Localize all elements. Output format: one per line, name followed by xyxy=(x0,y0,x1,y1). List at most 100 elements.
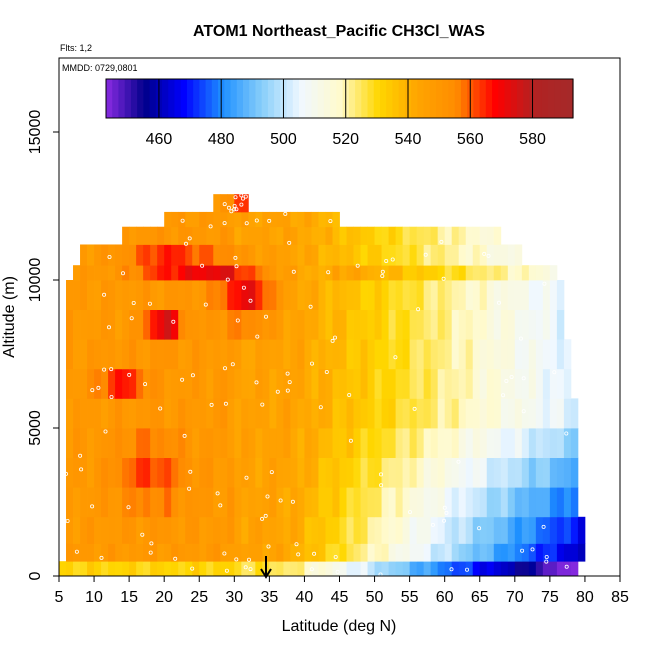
heatmap-cell xyxy=(192,561,200,577)
heatmap-cell xyxy=(297,309,305,340)
flights-label: Flts: 1,2 xyxy=(60,43,92,53)
heatmap-cell xyxy=(374,561,382,577)
heatmap-cell xyxy=(80,561,88,577)
heatmap-cell xyxy=(164,457,172,488)
heatmap-cell xyxy=(234,398,242,429)
sample-point xyxy=(215,491,220,496)
heatmap-cell xyxy=(395,244,404,266)
heatmap-cell xyxy=(136,398,144,429)
heatmap-cell xyxy=(381,428,389,458)
heatmap-cell xyxy=(360,280,368,310)
heatmap-cell xyxy=(283,543,291,562)
heatmap-cell xyxy=(185,398,193,429)
heatmap-cell xyxy=(444,561,453,577)
heatmap-cell xyxy=(255,244,263,266)
heatmap-cell xyxy=(122,368,130,399)
heatmap-cell xyxy=(255,487,263,518)
heatmap-cell xyxy=(115,280,123,310)
heatmap-cell xyxy=(430,561,439,577)
colorbar-cell xyxy=(479,79,487,118)
y-tick-label: 5000 xyxy=(27,410,44,446)
heatmap-cell xyxy=(535,368,544,399)
sample-point xyxy=(222,202,227,207)
x-tick-label: 70 xyxy=(506,589,524,606)
sample-point xyxy=(521,409,526,414)
colorbar-cell xyxy=(168,79,176,118)
heatmap-cell xyxy=(479,280,488,310)
sample-point xyxy=(203,302,208,307)
sample-point xyxy=(225,277,230,282)
heatmap-cell xyxy=(248,428,256,458)
heatmap-cell xyxy=(220,194,228,213)
heatmap-cell xyxy=(374,280,382,310)
heatmap-cell xyxy=(150,487,158,518)
x-tick-label: 55 xyxy=(401,589,419,606)
heatmap-cell xyxy=(164,561,172,577)
heatmap-cell xyxy=(465,309,474,340)
heatmap-cell xyxy=(339,309,347,340)
sample-point xyxy=(285,388,290,393)
heatmap-cell xyxy=(381,398,389,429)
heatmap-cell xyxy=(220,543,228,562)
heatmap-cell xyxy=(528,543,537,562)
heatmap-cell xyxy=(465,561,474,577)
heatmap-cell xyxy=(472,487,481,518)
heatmap-cell xyxy=(227,244,235,266)
heatmap-cell xyxy=(269,309,277,340)
heatmap-cell xyxy=(255,226,263,245)
heatmap-cell xyxy=(416,339,425,370)
heatmap-cell xyxy=(108,561,116,577)
heatmap-cell xyxy=(192,211,200,228)
heatmap-cell xyxy=(304,211,312,228)
heatmap-cell xyxy=(514,339,523,370)
colorbar-cell xyxy=(193,79,200,118)
heatmap-cell xyxy=(388,543,396,562)
heatmap-cell xyxy=(430,309,439,340)
heatmap-cell xyxy=(304,265,312,281)
heatmap-cell xyxy=(507,265,516,281)
sample-point xyxy=(312,551,317,556)
sample-point xyxy=(234,264,239,269)
colorbar-cell xyxy=(436,79,443,118)
heatmap-cell xyxy=(66,428,74,458)
heatmap-cell xyxy=(325,516,333,544)
heatmap-cell xyxy=(143,265,151,281)
colorbar-cell xyxy=(249,79,257,118)
heatmap-cell xyxy=(122,561,130,577)
heatmap-cell xyxy=(409,309,418,340)
x-tick-label: 30 xyxy=(225,589,243,606)
heatmap-cell xyxy=(108,280,116,310)
heatmap-cell xyxy=(304,398,312,429)
heatmap-cell xyxy=(276,339,284,370)
heatmap-cell xyxy=(101,457,109,488)
colorbar-tick-label: 500 xyxy=(270,131,297,148)
colorbar-cell xyxy=(423,79,431,118)
heatmap-cell xyxy=(213,487,221,518)
heatmap-cell xyxy=(318,339,326,370)
heatmap-cell xyxy=(360,487,368,518)
x-tick-label: 10 xyxy=(85,589,103,606)
sample-point xyxy=(243,194,248,199)
heatmap-cell xyxy=(521,457,530,488)
heatmap-cell xyxy=(199,516,207,544)
heatmap-cell xyxy=(220,309,228,340)
colorbar-frame xyxy=(105,78,574,119)
sample-point xyxy=(190,373,195,378)
sample-point xyxy=(248,298,253,303)
heatmap-cell xyxy=(192,428,200,458)
heatmap-cell xyxy=(122,244,130,266)
heatmap-cell xyxy=(241,226,249,245)
heatmap-cell xyxy=(101,561,109,577)
heatmap-cell xyxy=(458,543,467,562)
heatmap-cell xyxy=(486,265,495,281)
heatmap-cell xyxy=(206,398,214,429)
sample-point xyxy=(378,472,383,477)
heatmap-cell xyxy=(507,244,516,266)
sample-point xyxy=(140,532,145,537)
heatmap-cell xyxy=(185,226,193,245)
heatmap-cell xyxy=(472,516,481,544)
heatmap-cell xyxy=(465,280,474,310)
sample-point xyxy=(521,376,526,381)
colorbar-cell xyxy=(267,79,275,118)
colorbar-cell xyxy=(130,79,138,118)
